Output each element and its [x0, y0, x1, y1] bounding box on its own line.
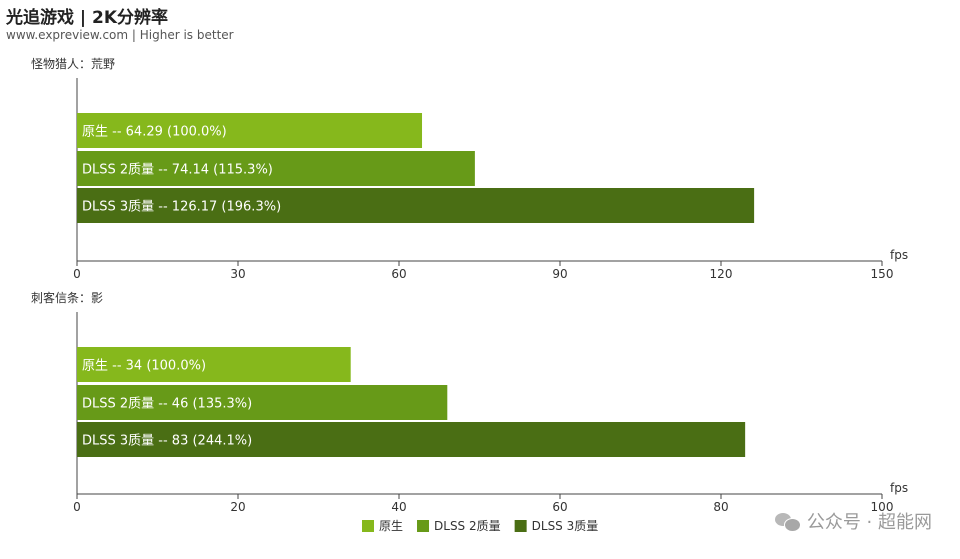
chart2-bar-2 — [77, 385, 448, 420]
chart1-x-tick-label: 0 — [73, 267, 81, 281]
legend-swatch-1 — [362, 520, 374, 532]
legend-label-1: 原生 — [379, 519, 403, 533]
chart1-bar-2 — [77, 151, 475, 186]
chart1-bar-1 — [77, 113, 423, 148]
legend-label-3: DLSS 3质量 — [532, 519, 599, 533]
chart2-x-tick-label: 80 — [713, 500, 728, 514]
chart2-x-tick-label: 0 — [73, 500, 81, 514]
chart1-title: 怪物猎人：荒野 — [31, 57, 115, 71]
chart1-x-tick-label: 120 — [710, 267, 733, 281]
chart2-title: 刺客信条：影 — [31, 290, 103, 305]
wechat-icon — [774, 511, 801, 532]
chart2-x-tick-label: 60 — [552, 500, 567, 514]
chart2-bar-label-1: 原生 -- 34 (100.0%) — [82, 359, 206, 374]
page-title: 光追游戏 | 2K分辨率 — [6, 8, 169, 28]
chart2-bar-1 — [77, 347, 351, 382]
chart2-x-tick-label: 40 — [391, 500, 406, 514]
chart1-x-tick-label: 60 — [391, 267, 406, 281]
page-subtitle: www.expreview.com | Higher is better — [6, 28, 234, 42]
chart1-bar-label-1: 原生 -- 64.29 (100.0%) — [82, 125, 227, 140]
chart2-bar-label-3: DLSS 3质量 -- 83 (244.1%) — [82, 434, 252, 449]
chart2-x-tick-label: 100 — [871, 500, 894, 514]
chart1-x-tick-label: 30 — [230, 267, 245, 281]
legend-swatch-2 — [417, 520, 430, 532]
chart1-x-axis-label: fps — [890, 248, 908, 262]
chart1-bar-label-3: DLSS 3质量 -- 126.17 (196.3%) — [82, 200, 281, 215]
watermark-text: 公众号 · 超能网 — [806, 512, 932, 533]
legend-label-2: DLSS 2质量 — [434, 519, 501, 533]
chart2-bar-label-2: DLSS 2质量 -- 46 (135.3%) — [82, 397, 252, 412]
chart1-x-tick-label: 150 — [871, 267, 894, 281]
chart1-x-tick-label: 90 — [552, 267, 567, 281]
chart1-bar-3 — [77, 188, 755, 223]
chart2-bar-3 — [77, 422, 746, 457]
legend-swatch-3 — [514, 520, 527, 532]
chart2-x-axis-label: fps — [890, 481, 908, 495]
watermark: 公众号 · 超能网 — [774, 508, 932, 534]
chart2-x-tick-label: 20 — [230, 500, 245, 514]
chart1-bar-label-2: DLSS 2质量 -- 74.14 (115.3%) — [82, 163, 273, 178]
